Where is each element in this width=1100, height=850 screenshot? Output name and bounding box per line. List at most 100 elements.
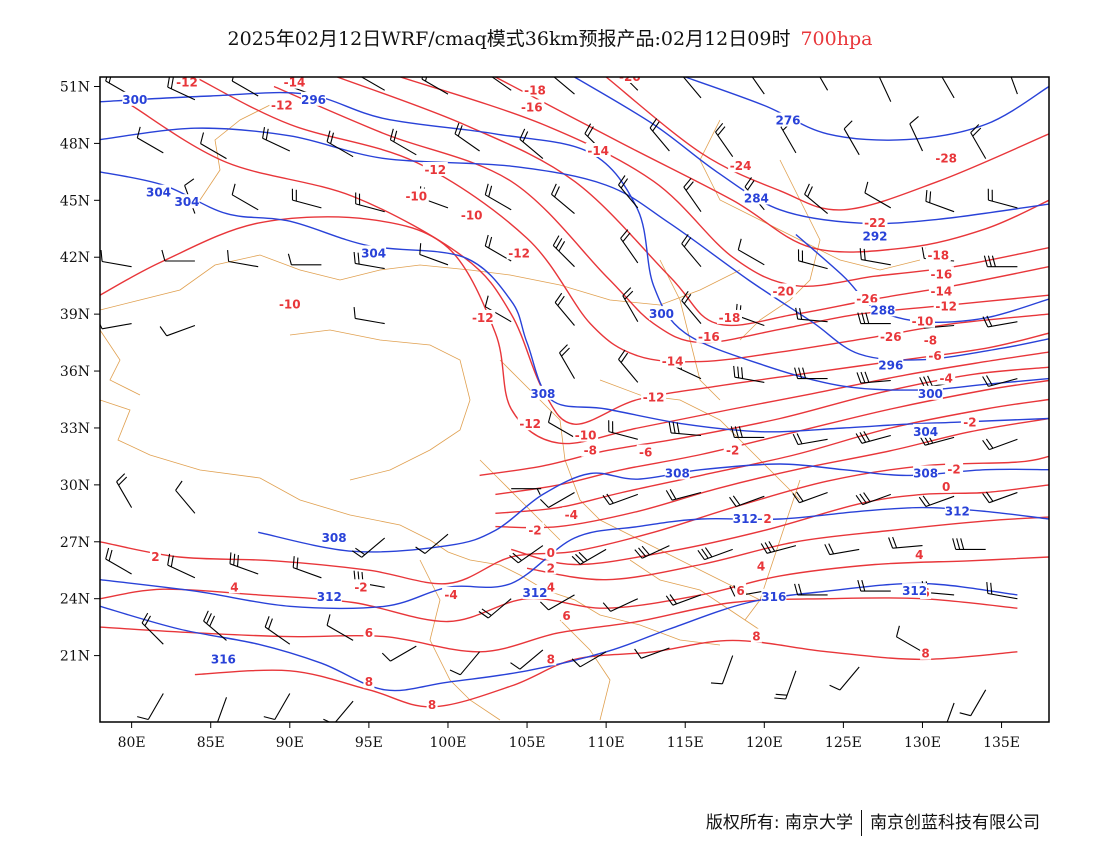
label-background [928, 266, 954, 281]
temperature-label: -22 [864, 216, 886, 230]
wind-barb [878, 77, 892, 102]
height-label: 316 [761, 590, 786, 604]
footer-separator [861, 810, 862, 836]
wind-barb [952, 538, 986, 550]
height-contour [795, 233, 1049, 324]
height-contour [574, 77, 1049, 225]
temperature-label: -14 [587, 144, 609, 158]
height-label: 300 [649, 307, 674, 321]
height-label: 312 [522, 586, 547, 600]
wind-barb [291, 188, 322, 209]
label-background [762, 511, 773, 525]
wind-barb [895, 625, 923, 653]
x-tick-label: 100E [429, 735, 466, 751]
wind-barb [100, 323, 132, 330]
label-background [933, 298, 959, 313]
wind-barb [136, 126, 164, 154]
label-background [641, 389, 667, 404]
wind-barb [159, 324, 196, 337]
height-label: 308 [913, 467, 938, 481]
border-line [559, 619, 611, 721]
label-background [526, 522, 544, 537]
label-background [926, 347, 945, 362]
y-tick-label: 27N [60, 535, 90, 551]
temperature-label: -12 [935, 300, 957, 314]
border-line [289, 329, 471, 481]
height-contour [100, 171, 1049, 433]
y-tick-label: 48N [60, 136, 90, 152]
label-background [506, 245, 532, 260]
temperature-label: -18 [719, 311, 741, 325]
label-background [363, 674, 375, 689]
wind-barb [227, 250, 259, 268]
label-background [403, 188, 429, 203]
wind-barb [355, 192, 385, 213]
temperature-label: 4 [915, 548, 923, 562]
temperature-contours [100, 77, 1049, 708]
label-background [761, 588, 787, 603]
label-background [545, 545, 557, 560]
wind-barb [608, 420, 638, 440]
height-label: 308 [665, 467, 690, 481]
wind-barb [623, 77, 639, 91]
label-background [573, 427, 599, 442]
temperature-label: 0 [942, 480, 950, 494]
label-background [945, 461, 964, 476]
wind-barb [859, 248, 891, 266]
wind-barb [1010, 77, 1018, 95]
label-background [878, 357, 904, 372]
wind-barb [203, 610, 227, 641]
wind-barb [571, 548, 607, 565]
wind-barb [982, 375, 1018, 387]
label-background [937, 370, 956, 385]
temperature-label: -6 [928, 349, 941, 363]
wind-barb [888, 536, 923, 549]
label-background [522, 82, 548, 97]
label-background [944, 503, 970, 518]
temperature-label: -10 [279, 298, 301, 312]
wind-barb [794, 367, 828, 380]
height-contour [100, 582, 1018, 692]
label-background [561, 607, 573, 622]
label-background [770, 283, 796, 298]
wind-barb [668, 421, 702, 437]
wind-barb [415, 533, 449, 554]
temperature-label: -2 [963, 415, 976, 429]
label-background [755, 558, 767, 573]
wind-barb [620, 229, 639, 264]
height-label: 308 [322, 531, 347, 545]
wind-barb [697, 547, 733, 561]
wind-barb [519, 128, 544, 160]
wind-barb [804, 183, 828, 215]
x-tick-label: 85E [197, 735, 225, 751]
label-background [470, 309, 496, 324]
wind-barb [987, 188, 1018, 209]
height-label: 304 [146, 186, 171, 200]
wind-barb [729, 585, 765, 597]
temperature-label: -12 [472, 311, 494, 325]
label-background [459, 207, 485, 222]
label-background [585, 143, 611, 157]
label-background [522, 585, 548, 599]
height-contour [100, 127, 1049, 361]
label-background [775, 112, 801, 127]
label-background [517, 416, 543, 431]
label-background [940, 478, 952, 493]
border-line [699, 119, 921, 271]
wind-barb [760, 541, 797, 554]
wind-barb [983, 255, 1018, 268]
wind-barb [737, 238, 765, 266]
label-background [750, 628, 762, 643]
height-label: 292 [862, 229, 887, 243]
wind-barb [710, 655, 734, 685]
temperature-label: -26 [880, 330, 902, 344]
temperature-label: 6 [365, 626, 373, 640]
temperature-contour [400, 77, 1049, 287]
temperature-label: -16 [931, 267, 953, 281]
wind-barb [774, 670, 797, 700]
temperature-label: -14 [931, 284, 953, 298]
temperature-label: -10 [405, 190, 427, 204]
height-label: 316 [211, 652, 236, 666]
x-tick-label: 125E [825, 735, 862, 751]
label-background [363, 624, 375, 639]
